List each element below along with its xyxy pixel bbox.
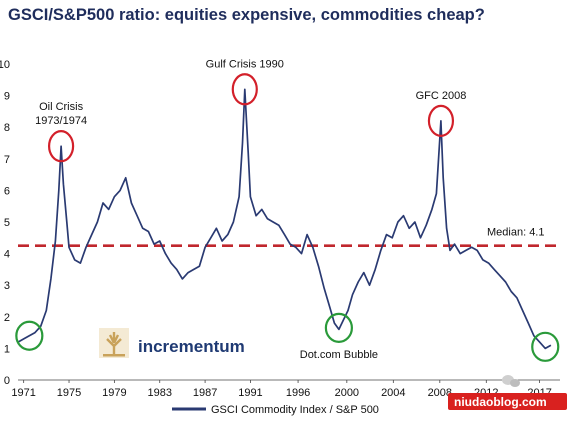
brand-logo: incrementum bbox=[99, 328, 245, 358]
watermark-badge bbox=[448, 393, 567, 410]
x-tick-label: 1979 bbox=[102, 387, 126, 399]
chart-title: GSCI/S&P500 ratio: equities expensive, c… bbox=[8, 6, 485, 24]
x-tick-label: 1996 bbox=[286, 387, 310, 399]
red-circle-marker bbox=[231, 73, 258, 106]
y-tick-label: 1 bbox=[4, 343, 10, 355]
x-tick-label: 1991 bbox=[238, 387, 262, 399]
annotation-label: 1973/1974 bbox=[35, 115, 87, 127]
legend: GSCI Commodity Index / S&P 500 bbox=[172, 404, 379, 416]
y-tick-label: 6 bbox=[4, 185, 10, 197]
median-label: Median: 4.1 bbox=[487, 227, 544, 239]
y-tick-label: 10 bbox=[0, 59, 10, 71]
x-tick-label: 1975 bbox=[57, 387, 81, 399]
annotation-label: GFC 2008 bbox=[416, 90, 467, 102]
y-tick-label: 8 bbox=[4, 122, 10, 134]
green-circle-marker bbox=[324, 312, 353, 343]
brand-name: incrementum bbox=[138, 337, 245, 356]
y-tick-label: 9 bbox=[4, 91, 10, 103]
y-axis-ticks: 0 1 2 3 4 5 6 7 8 9 10 bbox=[0, 59, 10, 387]
annotation-label: Gulf Crisis 1990 bbox=[206, 58, 284, 70]
y-tick-label: 2 bbox=[4, 312, 10, 324]
annotation-label: Oil Crisis bbox=[39, 101, 83, 113]
x-tick-label: 2000 bbox=[335, 387, 359, 399]
y-tick-label: 4 bbox=[4, 249, 10, 261]
legend-label: GSCI Commodity Index / S&P 500 bbox=[211, 404, 379, 416]
red-circle-marker bbox=[47, 130, 75, 163]
green-circle-marker bbox=[15, 320, 44, 351]
x-tick-label: 1983 bbox=[147, 387, 171, 399]
x-tick-label: 1987 bbox=[193, 387, 217, 399]
annotation-label: Dot.com Bubble bbox=[300, 349, 378, 361]
watermark-text: niudaoblog.com bbox=[454, 395, 547, 409]
x-tick-label: 2004 bbox=[381, 387, 405, 399]
wechat-icon bbox=[502, 375, 520, 387]
annotations: Oil Crisis 1973/1974 Gulf Crisis 1990 GFC 2… bbox=[15, 58, 560, 362]
x-tick-label: 1971 bbox=[11, 387, 35, 399]
y-tick-label: 7 bbox=[4, 154, 10, 166]
y-tick-label: 3 bbox=[4, 280, 10, 292]
x-tick-label: 2008 bbox=[428, 387, 452, 399]
tree-logo-icon bbox=[99, 328, 129, 358]
green-circle-marker bbox=[531, 331, 560, 362]
series-line bbox=[17, 88, 552, 350]
watermark: niudaoblog.com bbox=[448, 375, 567, 410]
y-tick-label: 5 bbox=[4, 217, 10, 229]
red-circle-marker bbox=[427, 104, 455, 137]
y-tick-label: 0 bbox=[4, 375, 10, 387]
